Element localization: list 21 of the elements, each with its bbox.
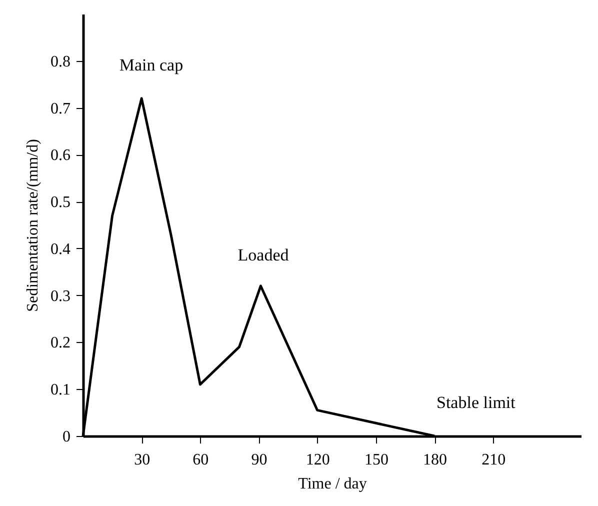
y-tick-label: 0.1 (50, 382, 70, 399)
x-tick-label: 180 (423, 452, 448, 468)
y-tick-label: 0.4 (50, 240, 70, 258)
x-tick-label: 120 (306, 452, 330, 468)
y-tick-label: 0.8 (50, 53, 70, 70)
y-tick-label: 0.3 (50, 288, 70, 305)
y-axis-title: Sedimentation rate/(mm/d) (24, 139, 42, 312)
y-tick-label: 0.7 (50, 100, 70, 118)
x-axis-title: Time / day (298, 476, 367, 492)
annotation: Loaded (238, 245, 290, 264)
y-tick-label: 0.2 (50, 334, 70, 352)
annotation: Stable limit (436, 393, 516, 412)
x-tick-label: 90 (251, 452, 268, 468)
x-tick-label: 60 (192, 452, 209, 468)
annotation: Main cap (119, 55, 184, 74)
x-tick-label: 30 (134, 452, 150, 468)
y-tick-label: 0.5 (50, 194, 70, 212)
x-tick-label: 210 (482, 452, 506, 468)
x-tick-label: 150 (364, 452, 388, 468)
y-tick-label: 0 (62, 428, 70, 446)
y-tick-label: 0.6 (50, 147, 70, 164)
